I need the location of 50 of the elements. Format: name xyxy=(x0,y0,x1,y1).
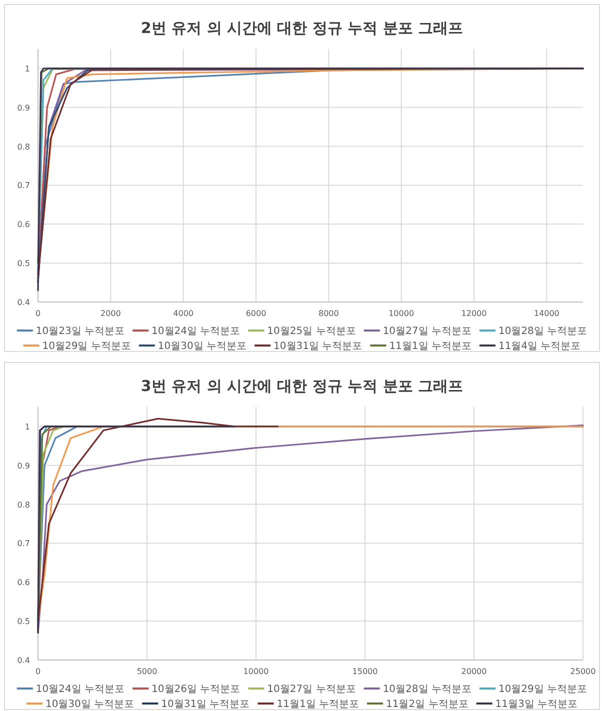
legend-label: 10월26일 누적분포 xyxy=(152,684,240,695)
x-tick-label: 5000 xyxy=(136,667,158,676)
legend-label: 10월30일 누적분포 xyxy=(45,699,134,710)
x-tick-label: 10000 xyxy=(243,667,269,676)
x-tick-label: 2000 xyxy=(100,309,121,318)
y-tick-label: 0.7 xyxy=(17,181,30,190)
y-tick-label: 0.5 xyxy=(17,259,30,268)
x-tick-label: 25000 xyxy=(570,667,596,676)
x-tick-label: 14000 xyxy=(534,309,560,318)
y-tick-label: 0.5 xyxy=(17,617,30,626)
x-tick-label: 20000 xyxy=(461,667,487,676)
legend-label: 11월4일 누적분포 xyxy=(498,341,581,352)
y-tick-label: 0.9 xyxy=(17,461,30,470)
legend-label: 11월3일 누적분포 xyxy=(495,699,578,710)
y-tick-label: 1 xyxy=(24,64,30,74)
legend-label: 10월27일 누적분포 xyxy=(267,684,356,695)
legend-label: 10월31일 누적분포 xyxy=(161,699,250,710)
legend-label: 10월29일 누적분포 xyxy=(42,341,131,352)
y-tick-label: 0.6 xyxy=(17,578,30,588)
x-tick-label: 4000 xyxy=(173,309,194,318)
y-tick-label: 1 xyxy=(24,422,30,432)
chart-title: 2번 유저 의 시간에 대한 정규 누적 분포 그래프 xyxy=(140,19,464,37)
legend-label: 10월24일 누적분포 xyxy=(152,326,240,337)
legend-label: 10월25일 누적분포 xyxy=(267,326,356,337)
legend-label: 11월1일 누적분포 xyxy=(389,341,472,352)
legend-label: 10월23일 누적분포 xyxy=(36,326,125,337)
x-tick-label: 8000 xyxy=(318,309,339,318)
legend-label: 11월1일 누적분포 xyxy=(276,699,360,710)
legend-label: 10월28일 누적분포 xyxy=(382,684,472,695)
y-tick-label: 0.6 xyxy=(17,220,30,230)
x-tick-label: 0 xyxy=(35,667,41,676)
y-tick-label: 0.4 xyxy=(17,298,30,307)
legend-label: 10월27일 누적분포 xyxy=(382,326,472,337)
y-tick-label: 0.8 xyxy=(17,500,30,510)
x-tick-label: 12000 xyxy=(461,309,487,318)
x-tick-label: 0 xyxy=(35,309,41,318)
y-tick-label: 0.4 xyxy=(17,656,30,665)
x-tick-label: 10000 xyxy=(388,309,414,318)
legend-label: 10월24일 누적분포 xyxy=(36,684,125,695)
legend-label: 11월2일 누적분포 xyxy=(386,699,468,710)
legend-label: 10월30일 누적분포 xyxy=(158,341,247,352)
y-tick-label: 0.8 xyxy=(17,142,30,152)
y-tick-label: 0.7 xyxy=(17,539,30,548)
legend-label: 10월28일 누적분포 xyxy=(498,326,588,337)
legend-label: 10월31일 누적분포 xyxy=(274,341,362,352)
x-tick-label: 6000 xyxy=(246,309,266,318)
chart-title: 3번 유저 의 시간에 대한 정규 누적 분포 그래프 xyxy=(140,377,464,395)
x-tick-label: 15000 xyxy=(352,667,378,676)
legend-label: 10월29일 누적분포 xyxy=(498,684,588,695)
y-tick-label: 0.9 xyxy=(17,103,30,112)
